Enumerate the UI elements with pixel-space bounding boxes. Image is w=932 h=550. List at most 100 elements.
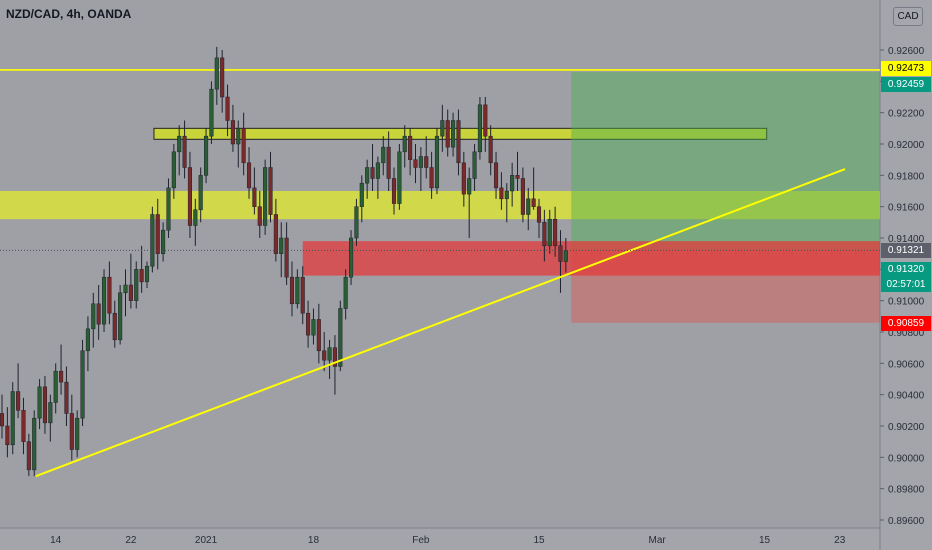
- bear-candle: [408, 135, 413, 160]
- bull-candle: [85, 328, 90, 352]
- bull-candle: [166, 187, 171, 231]
- bull-candle: [365, 167, 370, 184]
- y-tick-label: 0.91800: [888, 171, 925, 182]
- bear-candle: [284, 237, 289, 278]
- bull-candle: [402, 135, 407, 153]
- x-tick-label: 2021: [195, 535, 218, 546]
- bear-candle: [59, 370, 64, 383]
- bull-candle: [451, 120, 456, 148]
- trendline[interactable]: [35, 168, 846, 478]
- bull-candle: [311, 319, 316, 336]
- bull-candle: [75, 417, 80, 450]
- bull-candle: [263, 167, 268, 226]
- bear-candle: [42, 386, 48, 424]
- bear-candle: [0, 413, 5, 427]
- bull-candle: [177, 135, 182, 153]
- bull-candle: [53, 370, 58, 403]
- x-tick-label: 18: [308, 535, 320, 546]
- y-tick-label: 0.91600: [888, 203, 925, 214]
- bear-candle: [246, 162, 252, 189]
- bull-candle: [198, 175, 203, 211]
- bull-candle: [101, 276, 107, 325]
- bear-candle: [370, 167, 375, 179]
- time-axis-pane[interactable]: [0, 528, 880, 550]
- bull-candle: [467, 178, 472, 195]
- bear-candle: [289, 276, 295, 305]
- bull-candle: [381, 146, 386, 164]
- bull-candle: [418, 156, 423, 168]
- bear-candle: [386, 146, 391, 179]
- bear-candle: [230, 120, 235, 145]
- bull-candle: [440, 120, 445, 137]
- bear-candle: [268, 167, 273, 215]
- bull-candle: [118, 292, 123, 341]
- resistance-zone[interactable]: [0, 191, 880, 220]
- bull-candle: [504, 190, 509, 200]
- bull-candle: [91, 303, 96, 330]
- bull-candle: [477, 104, 482, 153]
- bull-candle: [161, 229, 166, 254]
- bull-candle: [123, 284, 128, 294]
- bear-candle: [520, 178, 525, 215]
- y-tick-label: 0.90000: [888, 453, 925, 464]
- bull-candle: [193, 209, 198, 226]
- bear-candle: [515, 175, 520, 179]
- stop-loss-price-tag: 0.90859: [881, 316, 931, 332]
- resistance-price-tag: 0.92473: [881, 61, 931, 77]
- support-zone[interactable]: [302, 241, 881, 276]
- bull-candle: [327, 347, 332, 361]
- bear-candle: [5, 425, 10, 446]
- y-tick-label: 0.90400: [888, 391, 925, 402]
- bull-candle: [397, 151, 402, 204]
- currency-badge[interactable]: CAD: [893, 7, 923, 26]
- x-tick-label: Feb: [412, 535, 430, 546]
- entry-price-tag: 0.91320: [881, 261, 931, 277]
- bar-countdown-tag: 02:57:01: [881, 276, 931, 292]
- bull-candle: [80, 350, 85, 419]
- y-tick-label: 0.92000: [888, 140, 925, 151]
- bear-candle: [155, 214, 160, 254]
- profit-zone[interactable]: [571, 72, 880, 251]
- bear-candle: [316, 319, 321, 352]
- bull-candle: [472, 151, 477, 179]
- y-tick-label: 0.90600: [888, 359, 925, 370]
- bull-candle: [349, 237, 354, 278]
- bear-candle: [26, 441, 31, 471]
- bear-candle: [461, 162, 466, 195]
- bear-candle: [332, 347, 337, 367]
- bear-candle: [558, 245, 563, 262]
- bull-candle: [171, 151, 176, 189]
- bull-candle: [32, 417, 37, 471]
- current-price-tag: 0.91321: [881, 242, 931, 258]
- x-tick-label: 23: [834, 535, 846, 546]
- bear-candle: [531, 198, 536, 207]
- y-tick-label: 0.91400: [888, 234, 925, 245]
- bear-candle: [139, 269, 144, 283]
- y-tick-label: 0.90200: [888, 422, 925, 433]
- bull-candle: [338, 308, 343, 367]
- bear-candle: [483, 104, 488, 137]
- bear-candle: [220, 57, 225, 98]
- bull-candle: [134, 269, 139, 301]
- bull-candle: [150, 214, 155, 267]
- bear-candle: [107, 276, 112, 314]
- bull-candle: [279, 237, 284, 254]
- x-tick-label: 15: [533, 535, 545, 546]
- bear-candle: [21, 410, 26, 442]
- y-tick-label: 0.91000: [888, 297, 925, 308]
- bear-candle: [391, 178, 397, 204]
- bear-candle: [542, 222, 547, 247]
- y-tick-label: 0.89800: [888, 485, 925, 496]
- bull-candle: [204, 135, 209, 176]
- bull-candle: [510, 175, 515, 192]
- bear-candle: [445, 120, 450, 148]
- bear-candle: [69, 413, 74, 450]
- bull-candle: [295, 276, 300, 305]
- bear-candle: [424, 156, 429, 168]
- take-profit-price-tag: 0.92459: [881, 76, 931, 92]
- bear-candle: [16, 391, 21, 411]
- bull-candle: [214, 57, 219, 90]
- bear-candle: [413, 159, 418, 168]
